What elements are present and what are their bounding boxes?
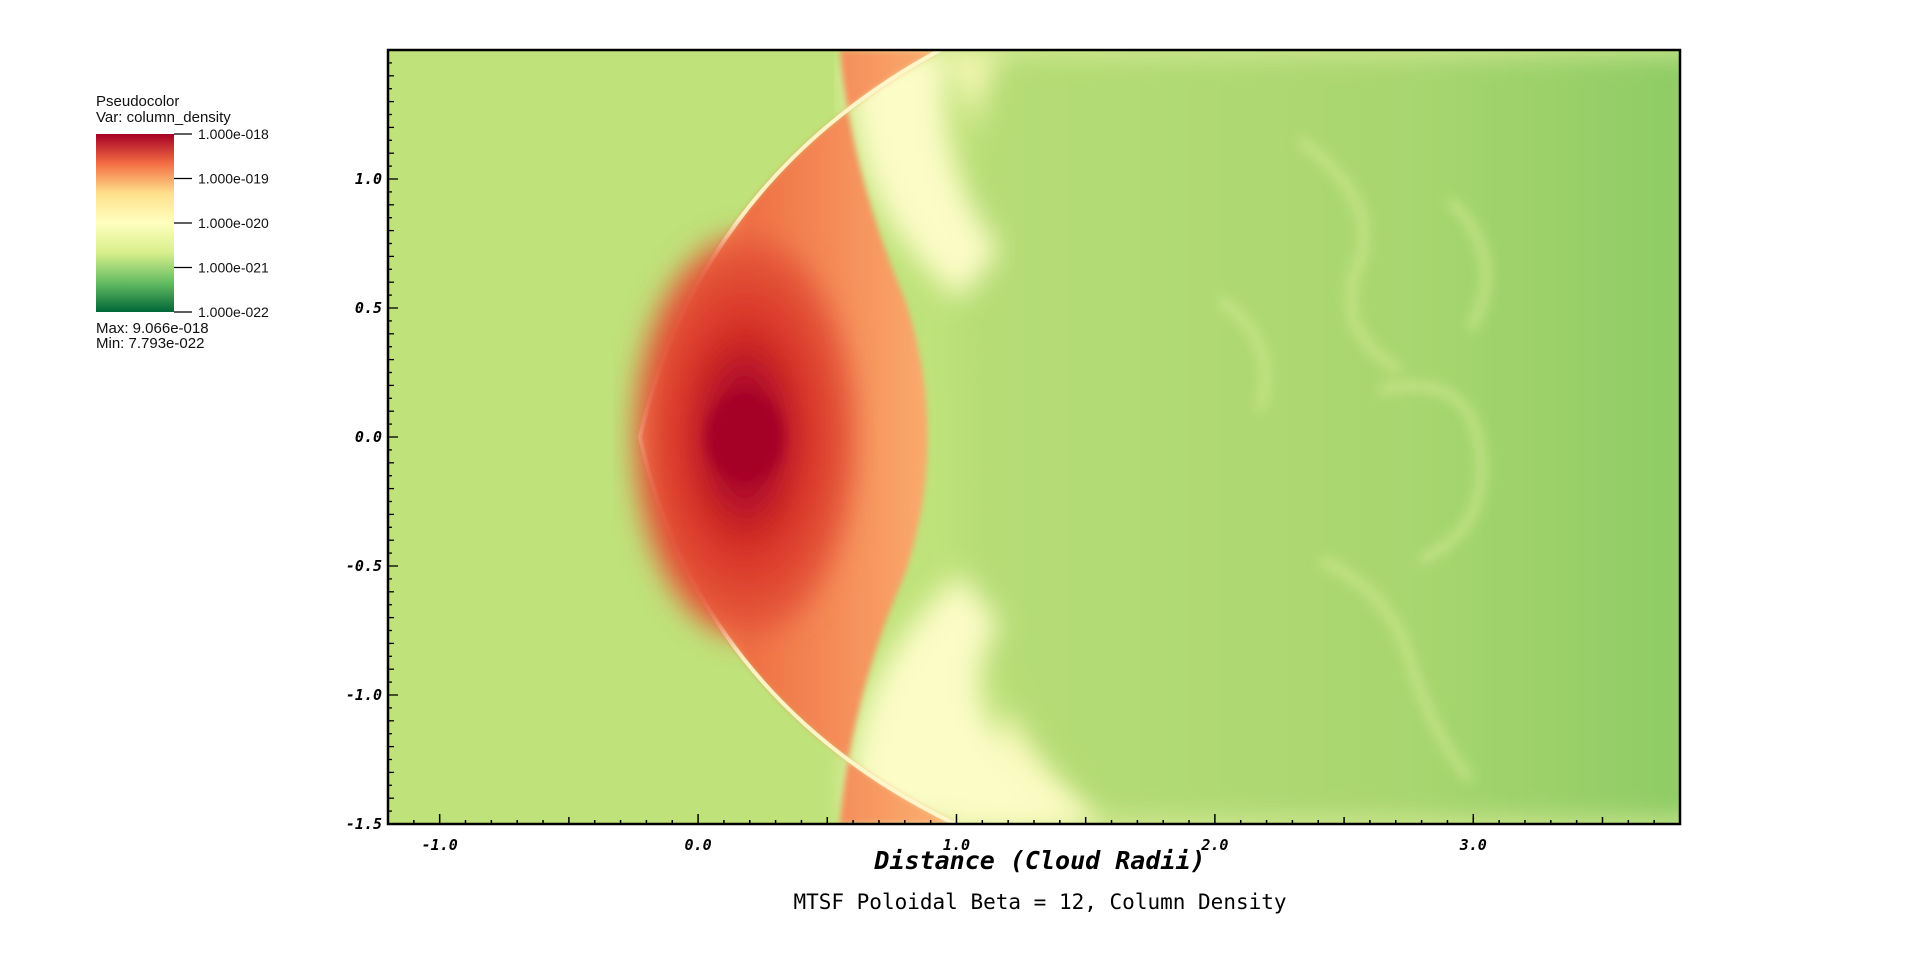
colorbar-gradient (96, 134, 174, 312)
x-tick-label: 2.0 (1200, 836, 1228, 854)
x-axis: -1.0 0.0 1.0 2.0 3.0 (387, 814, 1681, 854)
x-axis-label: Distance (Cloud Radii) (874, 846, 1206, 875)
wake-region (955, 50, 1680, 824)
y-tick-label: -1.5 (346, 815, 382, 833)
y-tick-label: -0.5 (346, 557, 382, 575)
tail-lobe-upper (849, 50, 1000, 300)
legend-min: Min: 7.793e-022 (96, 335, 205, 352)
x-tick-label: 3.0 (1459, 836, 1487, 854)
turbulent-wisps (1217, 136, 1491, 783)
density-field (388, 50, 1680, 824)
colorbar-tick-label: 1.000e-018 (198, 126, 269, 142)
colorbar-legend: Pseudocolor Var: column_density 1.000e-0… (96, 94, 316, 364)
plot-title: MTSF Poloidal Beta = 12, Column Density (793, 890, 1287, 914)
y-axis: -1.5 -1.0 -0.5 0.0 0.5 1.0 (346, 49, 398, 833)
y-tick-label: -1.0 (346, 686, 382, 704)
x-tick-label: 1.0 (943, 836, 970, 854)
colorbar-tick-label: 1.000e-019 (198, 171, 269, 187)
x-tick-label: -1.0 (422, 836, 458, 854)
legend-max: Max: 9.066e-018 (96, 320, 209, 337)
legend-header: Pseudocolor (96, 93, 180, 110)
legend-var-label: Var: column_density (96, 109, 231, 126)
tail-lobe-lower (849, 574, 1100, 824)
x-tick-label: 0.0 (685, 836, 712, 854)
y-tick-label: 0.0 (355, 428, 382, 446)
colorbar-tick-label: 1.000e-022 (198, 304, 269, 320)
colorbar-tick-label: 1.000e-021 (198, 260, 269, 276)
colorbar-tick-label: 1.000e-020 (198, 215, 269, 231)
y-tick-label: 1.0 (355, 170, 382, 188)
y-tick-label: 0.5 (355, 299, 382, 317)
cloud-core-peak (707, 393, 783, 481)
colorbar-ticks: 1.000e-018 1.000e-019 1.000e-020 1.000e-021… (174, 126, 269, 320)
